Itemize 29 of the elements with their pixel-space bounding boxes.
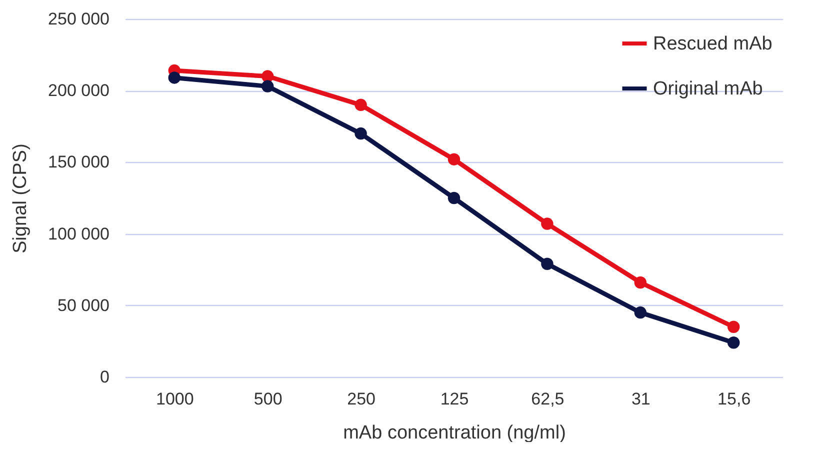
- point: [354, 98, 367, 112]
- x-tick-label: 62,5: [531, 390, 564, 408]
- point: [448, 153, 460, 166]
- point: [727, 320, 740, 333]
- x-tick-label: 31: [631, 390, 650, 408]
- point: [727, 336, 740, 349]
- point: [354, 127, 367, 140]
- point: [448, 192, 460, 204]
- y-tick-label: 100 000: [48, 224, 110, 244]
- point: [261, 70, 274, 82]
- x-tick-label: 125: [440, 390, 469, 408]
- point: [541, 218, 554, 230]
- y-tick-label: 50 000: [58, 296, 110, 315]
- legend-label: Original mAb: [653, 78, 763, 100]
- point: [541, 258, 554, 270]
- point: [634, 306, 647, 319]
- x-tick-label: 1000: [156, 390, 194, 408]
- point: [261, 80, 274, 92]
- y-tick-label: 0: [100, 368, 110, 386]
- x-tick-label: 500: [254, 390, 282, 408]
- y-tick-label: 250 000: [48, 10, 110, 28]
- point: [634, 276, 647, 289]
- y-tick-label: 150 000: [48, 152, 110, 172]
- y-axis-title: Signal (CPS): [10, 144, 32, 254]
- x-tick-label: 250: [347, 390, 376, 408]
- legend-label: Rescued mAb: [653, 34, 772, 54]
- x-tick-label: 15,6: [718, 390, 751, 408]
- y-tick-label: 200 000: [48, 81, 110, 100]
- point: [168, 72, 181, 84]
